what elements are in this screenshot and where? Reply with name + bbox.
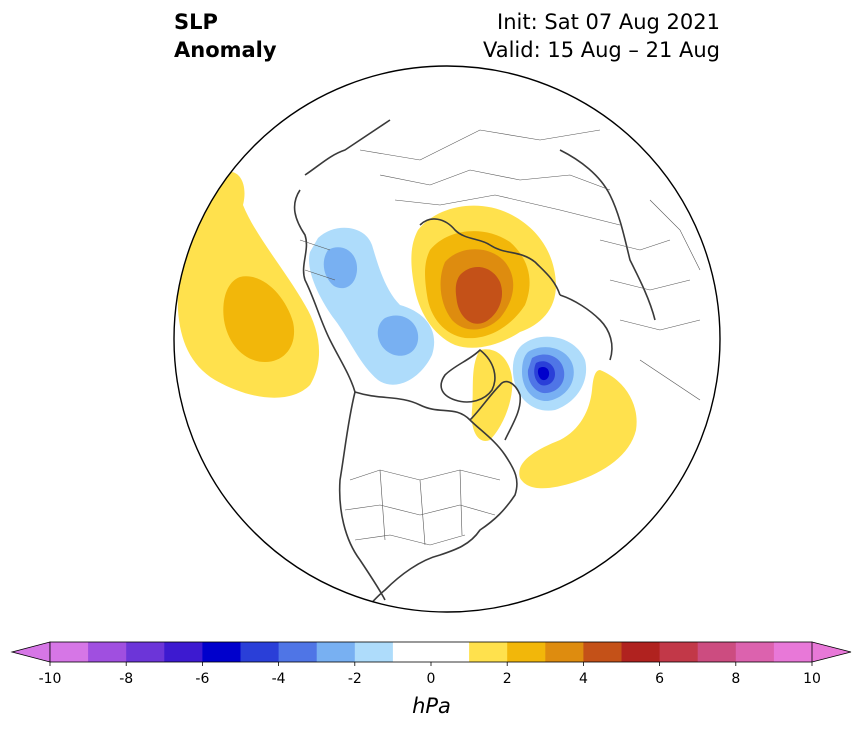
colorbar-cell [431,642,470,662]
colorbar-tick-label: 2 [503,671,512,687]
colorbar-tick-label: 0 [427,671,436,687]
colorbar-cell [164,642,203,662]
colorbar-cell [735,642,775,662]
coastlines [293,119,656,611]
colorbar-cell [583,642,622,662]
init-date: Init: Sat 07 Aug 2021 [497,10,720,34]
valid-range: Valid: 15 Aug – 21 Aug [482,38,720,62]
borders [299,129,701,546]
colorbar-cell [545,642,584,662]
colorbar-cell [392,642,432,662]
colorbar-cell [354,642,394,662]
polar-map [173,65,721,613]
colorbar-tick-label: -6 [195,671,209,687]
greenland-negative-anomaly [512,336,587,411]
colorbar-cell [659,642,699,662]
colorbar-cell [202,642,241,662]
chart-title: SLP Anomaly [174,8,277,64]
upper-negative-anomaly [309,227,435,385]
colorbar-ticks: -10 -8 -6 -4 -2 0 2 4 6 8 10 [39,662,821,687]
colorbar-tick-label: -2 [348,671,362,687]
title-line-1: SLP [174,10,218,34]
colorbar-cell [126,642,165,662]
colorbar-cell [507,642,546,662]
colorbar-cell [621,642,661,662]
colorbar-cell [469,642,508,662]
arctic-positive-anomaly [411,205,556,348]
atlantic-positive-anomaly [519,370,637,489]
date-info: Init: Sat 07 Aug 2021 Valid: 15 Aug – 21… [483,8,720,64]
map-boundary [173,65,721,613]
colorbar-cells [10,641,852,663]
colorbar-cell [88,642,127,662]
colorbar-tick-label: -4 [272,671,286,687]
colorbar-cell [697,642,737,662]
title-line-2: Anomaly [174,38,277,62]
colorbar-tick-label: -8 [119,671,133,687]
colorbar-tick-label: 4 [579,671,588,687]
colorbar-tick-label: 10 [803,671,821,687]
colorbar: -10 -8 -6 -4 -2 0 2 4 6 8 10 [10,641,852,687]
colorbar-cell [773,642,813,662]
colorbar-tick-label: -10 [39,671,62,687]
colorbar-cell [278,642,318,662]
pacific-positive-anomaly [177,171,320,398]
colorbar-tick-label: 8 [731,671,740,687]
colorbar-cell [50,642,89,662]
colorbar-tick-label: 6 [655,671,664,687]
colorbar-cell [316,642,356,662]
colorbar-cell [240,642,280,662]
colorbar-extend-over [811,641,852,663]
colorbar-unit-label: hPa [412,694,451,718]
colorbar-extend-under [10,641,51,663]
